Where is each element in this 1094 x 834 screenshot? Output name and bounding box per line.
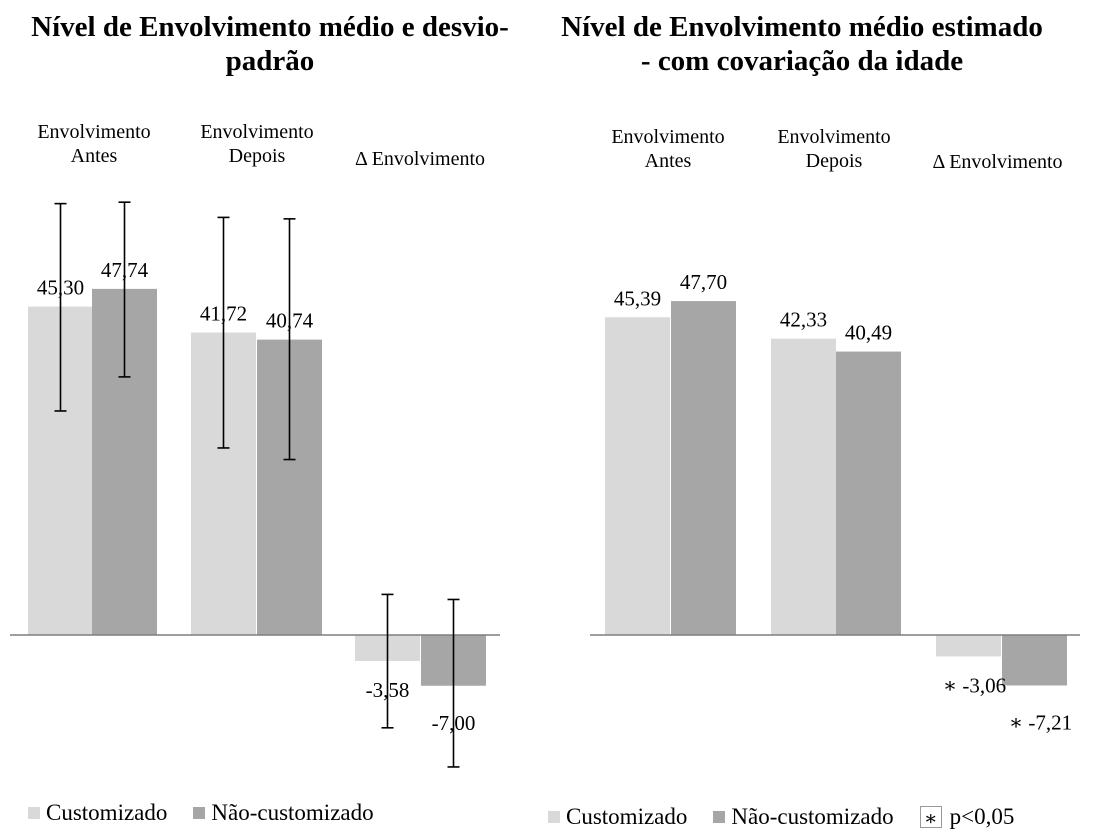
category-label: Envolvimento Antes <box>37 121 151 167</box>
category-label: Envolvimento Depois <box>200 121 314 167</box>
data-label: ∗ -3,06 <box>943 673 1006 697</box>
legend-label: Customizado <box>46 800 168 825</box>
bar-plot: 45,39 42,33 ∗ -3,06 47,70 40,49 ∗ -7,21 <box>590 270 1080 734</box>
legend-swatch <box>548 811 560 823</box>
data-label: 40,74 <box>266 309 314 333</box>
data-label: 47,74 <box>101 258 149 282</box>
error-bar <box>283 218 296 461</box>
error-bar <box>447 598 460 768</box>
legend-label: Não-customizado <box>211 800 374 825</box>
legend-swatch <box>28 807 40 819</box>
chart-title: Nível de Envolvimento médio estimado - c… <box>561 11 1043 77</box>
data-label: 45,39 <box>614 286 661 310</box>
bar <box>936 635 1001 657</box>
legend: Customizado Não-customizado ∗ p<0,05 <box>548 804 1014 830</box>
bar <box>671 301 736 635</box>
category-label: Δ Envolvimento <box>932 151 1063 173</box>
data-label: ∗ -7,21 <box>1009 710 1072 734</box>
category-label: Envolvimento Depois <box>777 126 891 172</box>
data-label: 41,72 <box>200 302 247 326</box>
bar <box>1002 635 1067 686</box>
legend-swatch <box>193 807 206 819</box>
legend-label: Não-customizado <box>731 804 894 829</box>
bar <box>771 338 836 635</box>
error-bar <box>54 202 67 412</box>
bar <box>605 317 670 635</box>
error-bar <box>381 593 394 729</box>
legend-item: Não-customizado <box>193 800 374 826</box>
legend-swatch <box>713 811 726 823</box>
chart-right: Nível de Envolvimento médio estimado - c… <box>548 0 1094 834</box>
legend-label: p<0,05 <box>949 804 1015 829</box>
category-label: Δ Envolvimento <box>354 148 486 170</box>
bar-plot: 45,30 41,72 -3,58 47,74 40,74 -7,00 <box>10 201 500 768</box>
legend-item: Customizado <box>28 800 167 826</box>
data-label: -7,00 <box>432 711 476 735</box>
legend: Customizado Não-customizado <box>28 800 400 826</box>
category-label: Envolvimento Antes <box>611 126 725 172</box>
legend-item: Customizado <box>548 804 687 830</box>
data-label: 40,49 <box>845 321 892 345</box>
data-label: 45,30 <box>37 276 84 300</box>
data-label: -3,58 <box>366 678 410 702</box>
legend-item: ∗ p<0,05 <box>919 804 1015 830</box>
legend-item: Não-customizado <box>713 804 894 830</box>
chart-left: Nível de Envolvimento médio e desvio-pad… <box>0 0 540 834</box>
data-label: 42,33 <box>780 308 827 332</box>
error-bar <box>217 216 230 449</box>
error-bar <box>118 201 131 378</box>
data-label: 47,70 <box>680 270 727 294</box>
chart-title: Nível de Envolvimento médio e desvio-pad… <box>31 11 509 77</box>
bar <box>836 351 901 635</box>
legend-label: Customizado <box>566 804 688 829</box>
significance-legend-symbol: ∗ <box>919 806 942 830</box>
